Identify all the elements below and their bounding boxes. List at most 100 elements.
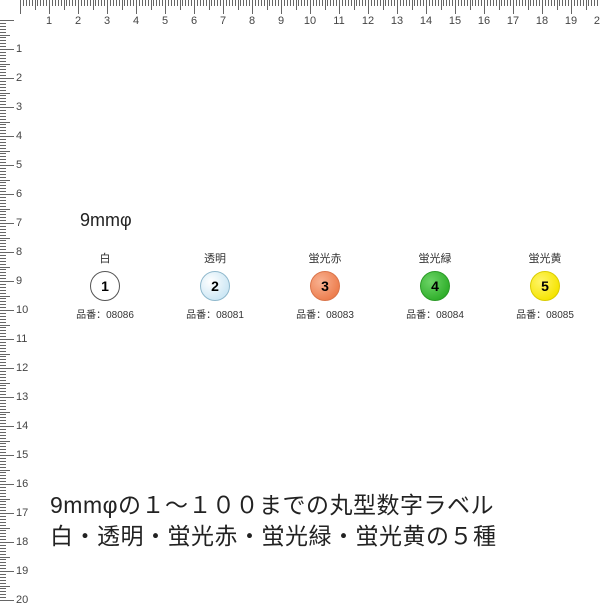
- ruler-tick: [0, 467, 6, 468]
- ruler-number: 10: [16, 304, 28, 316]
- ruler-tick: [298, 0, 299, 6]
- ruler-vertical: 1234567891011121314151617181920: [0, 0, 28, 600]
- ruler-tick: [0, 232, 6, 233]
- ruler-tick: [278, 0, 279, 6]
- ruler-tick: [43, 0, 44, 6]
- ruler-tick: [0, 304, 6, 305]
- ruler-tick: [545, 0, 546, 6]
- ruler-tick: [0, 177, 6, 178]
- ruler-number: 12: [16, 362, 28, 374]
- ruler-tick: [0, 452, 6, 453]
- ruler-tick: [0, 293, 6, 294]
- ruler-tick: [0, 139, 6, 140]
- ruler-tick: [0, 600, 14, 601]
- ruler-tick: [0, 493, 6, 494]
- swatch-label: 蛍光赤: [309, 250, 342, 266]
- ruler-tick: [162, 0, 163, 6]
- ruler-tick: [452, 0, 453, 6]
- ruler-tick: [0, 220, 6, 221]
- ruler-tick: [0, 194, 14, 195]
- ruler-tick: [461, 0, 462, 6]
- ruler-tick: [0, 383, 10, 384]
- ruler-tick: [0, 240, 6, 241]
- ruler-tick: [0, 185, 6, 186]
- ruler-tick: [0, 461, 6, 462]
- ruler-tick: [409, 0, 410, 6]
- ruler-tick: [180, 0, 181, 10]
- ruler-tick: [148, 0, 149, 6]
- ruler-tick: [182, 0, 183, 6]
- ruler-tick: [0, 580, 6, 581]
- ruler-tick: [0, 122, 10, 123]
- ruler-tick: [122, 0, 123, 10]
- ruler-tick: [574, 0, 575, 6]
- ruler-tick: [0, 84, 6, 85]
- ruler-tick: [0, 464, 6, 465]
- ruler-tick: [0, 171, 6, 172]
- ruler-tick: [0, 536, 6, 537]
- ruler-tick: [0, 23, 6, 24]
- ruler-number: 16: [478, 15, 490, 27]
- ruler-tick: [0, 188, 6, 189]
- ruler-tick: [0, 316, 6, 317]
- ruler-tick: [124, 0, 125, 6]
- ruler-tick: [0, 588, 6, 589]
- ruler-tick: [209, 0, 210, 10]
- ruler-tick: [528, 0, 529, 10]
- ruler-tick: [301, 0, 302, 6]
- ruler-tick: [0, 330, 6, 331]
- ruler-tick: [0, 499, 10, 500]
- ruler-tick: [0, 458, 6, 459]
- swatch-circle: 4: [420, 271, 450, 301]
- ruler-tick: [316, 0, 317, 6]
- ruler-tick: [470, 0, 471, 10]
- ruler-tick: [0, 455, 14, 456]
- ruler-tick: [0, 342, 6, 343]
- ruler-tick: [513, 0, 514, 14]
- ruler-tick: [185, 0, 186, 6]
- ruler-tick: [0, 522, 6, 523]
- ruler-tick: [174, 0, 175, 6]
- ruler-tick: [580, 0, 581, 6]
- ruler-tick: [0, 597, 6, 598]
- ruler-tick: [319, 0, 320, 6]
- ruler-tick: [0, 20, 14, 21]
- ruler-tick: [35, 0, 36, 10]
- ruler-tick: [554, 0, 555, 6]
- swatch-code: 品番：08085: [516, 306, 574, 321]
- ruler-tick: [533, 0, 534, 6]
- ruler-tick: [188, 0, 189, 6]
- ruler-tick: [464, 0, 465, 6]
- ruler-tick: [0, 568, 6, 569]
- ruler-number: 3: [104, 15, 110, 27]
- ruler-tick: [429, 0, 430, 6]
- ruler-tick: [0, 246, 6, 247]
- ruler-tick: [0, 441, 10, 442]
- description: 9mmφの１〜１００までの丸型数字ラベル 白・透明・蛍光赤・蛍光緑・蛍光黄の５種: [50, 490, 590, 552]
- ruler-tick: [0, 594, 6, 595]
- ruler-tick: [0, 29, 6, 30]
- ruler-tick: [0, 130, 6, 131]
- ruler-number: 15: [16, 449, 28, 461]
- ruler-tick: [0, 313, 6, 314]
- ruler-tick: [258, 0, 259, 6]
- ruler-number: 7: [16, 217, 22, 229]
- ruler-tick: [0, 264, 6, 265]
- ruler-tick: [0, 351, 6, 352]
- ruler-tick: [0, 333, 6, 334]
- ruler-tick: [0, 206, 6, 207]
- swatch: 蛍光黄5品番：08085: [510, 250, 580, 321]
- ruler-tick: [0, 414, 6, 415]
- ruler-tick: [139, 0, 140, 6]
- ruler-tick: [66, 0, 67, 6]
- ruler-tick: [0, 516, 6, 517]
- ruler-tick: [472, 0, 473, 6]
- ruler-tick: [0, 583, 6, 584]
- ruler-tick: [449, 0, 450, 6]
- ruler-tick: [84, 0, 85, 6]
- ruler-tick: [272, 0, 273, 6]
- ruler-tick: [0, 336, 6, 337]
- ruler-tick: [0, 423, 6, 424]
- swatch-code: 品番：08086: [76, 306, 134, 321]
- ruler-tick: [0, 145, 6, 146]
